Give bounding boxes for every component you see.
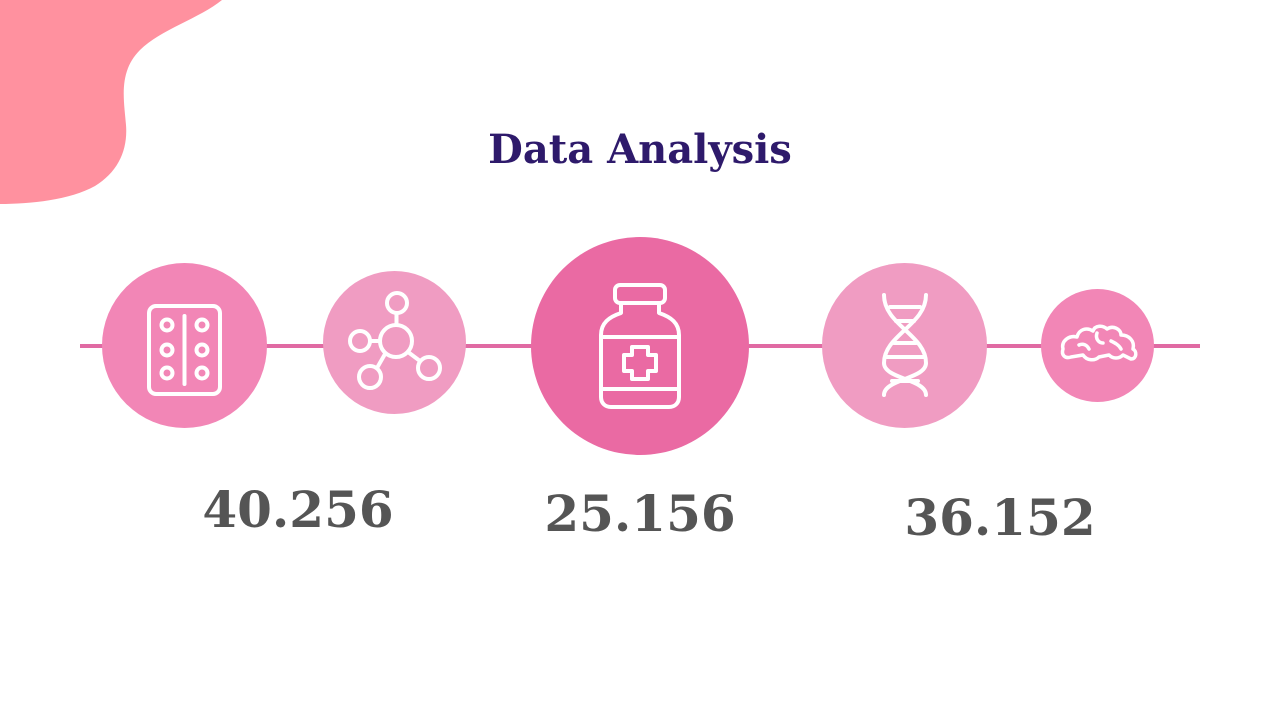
brain-icon bbox=[1060, 324, 1138, 362]
node-brain bbox=[1041, 289, 1154, 402]
stat-value-3: 36.152 bbox=[904, 488, 1096, 547]
stat-value-1: 40.256 bbox=[202, 480, 394, 539]
decorative-blob bbox=[0, 0, 222, 204]
stat-value-2: 25.156 bbox=[544, 484, 736, 543]
pill-blister-icon bbox=[147, 304, 222, 396]
page-title: Data Analysis bbox=[488, 126, 792, 173]
node-dna bbox=[822, 263, 987, 428]
node-pills bbox=[102, 263, 267, 428]
node-molecule bbox=[323, 271, 466, 414]
node-bottle bbox=[531, 237, 749, 455]
molecule-icon bbox=[348, 291, 442, 390]
dna-icon bbox=[882, 293, 928, 397]
medicine-bottle-icon bbox=[599, 283, 681, 409]
